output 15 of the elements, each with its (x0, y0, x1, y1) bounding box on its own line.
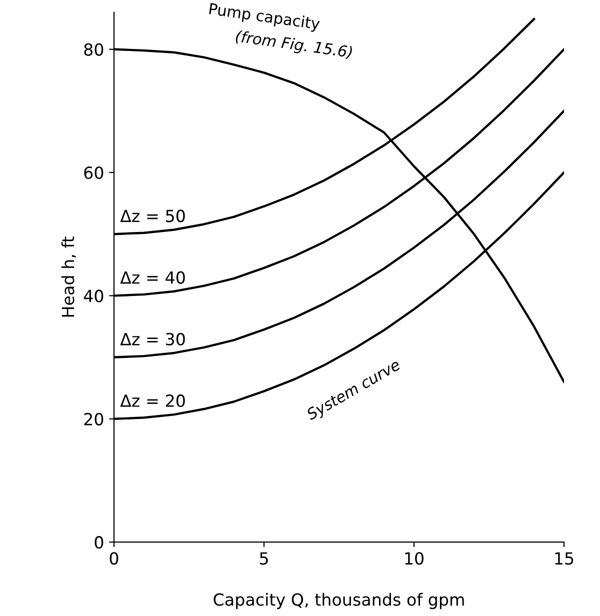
series-label: Δz = 30 (120, 332, 185, 346)
series-label: Δz = 50 (120, 210, 185, 222)
y-tick-label: 40 (84, 290, 104, 302)
series-label: Δz = 20 (120, 394, 185, 408)
y-tick-label: 60 (84, 166, 104, 180)
series-label: Δz = 40 (120, 271, 185, 284)
y-tick-label: 20 (84, 412, 104, 426)
y-axis-title: Head h, ft (61, 236, 76, 317)
x-axis-title: Capacity Q, thousands of gpm (214, 592, 464, 610)
x-tick-label: 10 (405, 552, 424, 565)
y-tick-label: 0 (94, 536, 104, 549)
y-tick-label: 80 (84, 43, 104, 56)
x-tick-label: 15 (555, 552, 574, 565)
x-tick-label: 5 (260, 552, 268, 565)
x-tick-label: 0 (110, 552, 118, 565)
